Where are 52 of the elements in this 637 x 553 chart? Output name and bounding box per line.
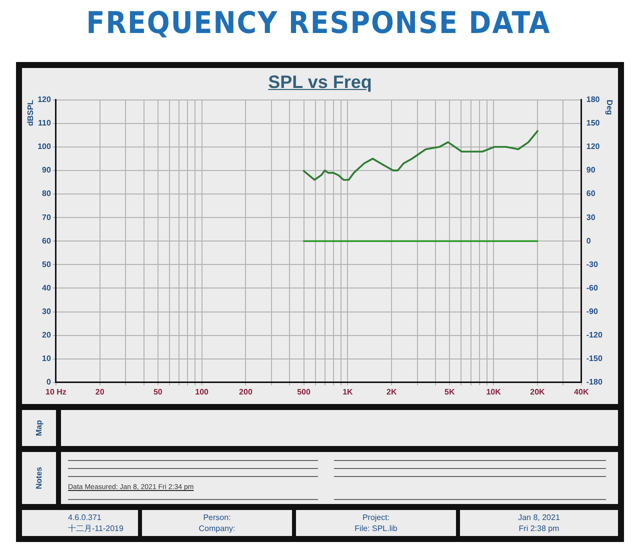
y-tick-label: 80 — [42, 189, 52, 198]
chart-subtitle: SPL vs Freq — [267, 71, 373, 93]
y2-tick-label: -30 — [586, 260, 598, 269]
y-tick-label: 120 — [38, 95, 52, 104]
x-tick-label: 1K — [342, 387, 354, 396]
text: File: SPL.lib — [354, 524, 398, 533]
y2-tick-label: 90 — [586, 166, 596, 175]
y2-tick-label: -120 — [586, 330, 603, 340]
y2-tick-label: 150 — [586, 118, 600, 128]
y-tick-label: 60 — [42, 236, 52, 246]
text: Notes — [34, 466, 44, 490]
y2-tick-label: -150 — [586, 354, 603, 364]
x-tick-label: 5K — [444, 387, 455, 396]
text: 4.6.0.371 — [68, 513, 102, 522]
y-axis-title: dBSPL — [26, 100, 36, 126]
x-tick-label: 500 — [297, 387, 311, 396]
y-tick-label: 0 — [46, 378, 52, 387]
x-tick-label: 10K — [486, 387, 502, 396]
y-tick-label: 40 — [42, 283, 52, 292]
x-tick-label: 10 Hz — [45, 387, 66, 396]
y2-tick-label: 0 — [586, 236, 592, 246]
y-tick-label: 100 — [38, 142, 52, 152]
y2-tick-label: -60 — [586, 283, 598, 292]
y-tick-label: 110 — [38, 118, 52, 128]
text: Person: — [203, 513, 231, 522]
text: Fri 2:38 pm — [518, 524, 560, 533]
y2-tick-label: 30 — [586, 212, 596, 222]
y-tick-label: 70 — [42, 212, 52, 222]
text: 十二月-11-2019 — [68, 524, 124, 533]
y2-tick-label: -90 — [586, 306, 598, 316]
text: Project: — [362, 513, 390, 522]
y2-tick-label: -180 — [586, 378, 603, 387]
y-tick-label: 90 — [42, 166, 52, 175]
text: Company: — [198, 524, 236, 533]
y-tick-label: 20 — [42, 330, 52, 340]
y-tick-label: 50 — [42, 260, 52, 269]
x-tick-label: 2K — [386, 387, 397, 396]
x-tick-label: 100 — [195, 387, 210, 396]
x-tick-label: 40K — [574, 387, 589, 396]
y2-axis-title: Deg — [604, 100, 614, 116]
text: Map — [34, 420, 44, 436]
x-tick-label: 200 — [239, 387, 253, 396]
x-tick-label: 20K — [530, 387, 546, 396]
y-tick-label: 30 — [42, 306, 52, 316]
y-tick-label: 10 — [42, 354, 52, 364]
x-tick-label: 50 — [153, 387, 163, 396]
y2-tick-label: 180 — [586, 95, 600, 104]
text: Jan 8, 2021 — [518, 513, 560, 522]
y2-tick-label: 60 — [586, 189, 596, 198]
x-tick-label: 20 — [95, 387, 105, 396]
y2-tick-label: 120 — [586, 142, 600, 152]
chart-title: FREQUENCY RESPONSE DATA — [85, 6, 552, 41]
